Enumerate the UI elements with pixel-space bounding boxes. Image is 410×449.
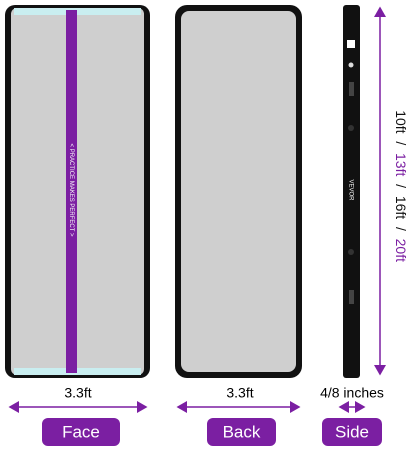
brand: VEVOR [347,179,353,201]
slogan: < PRACTICE MAKES PERFECT > [68,144,74,237]
length-option: 16ft [393,196,409,219]
back-mat [175,5,302,378]
view-label: Side [335,422,369,441]
view-badge [322,418,382,446]
length-options: 10ft / 13ft / 16ft / 20ft [393,110,409,270]
width-label: 3.3ft [64,385,91,401]
separator: / [393,184,409,188]
view-badge [42,418,120,446]
face-mat: < PRACTICE MAKES PERFECT > [5,5,150,378]
length-option: 20ft [393,239,409,262]
view-label: Face [62,422,100,441]
width-label: 3.3ft [226,385,253,401]
view-badge [207,418,276,446]
separator: / [393,227,409,231]
side-mat: VEVOR [343,5,360,378]
separator: / [393,141,409,145]
width-label: 4/8 inches [320,385,384,401]
length-option: 13ft [393,153,409,176]
view-label: Back [223,422,261,441]
length-option: 10ft [393,110,409,133]
